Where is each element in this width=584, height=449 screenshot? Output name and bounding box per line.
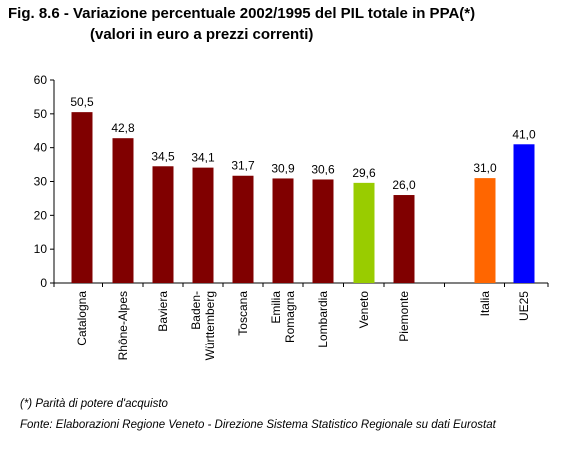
y-tick-label: 40 <box>34 141 48 155</box>
x-tick-label: Baden- <box>189 291 203 330</box>
x-tick-label: Italia <box>478 291 492 317</box>
y-tick-label: 30 <box>34 175 48 189</box>
bar <box>71 112 93 284</box>
x-tick-label: UE25 <box>517 291 531 321</box>
data-label: 26,0 <box>392 178 416 192</box>
x-tick-label: Lombardia <box>316 291 330 348</box>
bar <box>152 166 174 283</box>
bar <box>513 144 535 283</box>
data-label: 29,6 <box>352 166 376 180</box>
x-tick-label: Catalogna <box>75 291 89 346</box>
data-label: 30,6 <box>311 162 335 176</box>
x-tick-label: Romagna <box>283 291 297 343</box>
y-tick-label: 10 <box>34 242 48 256</box>
bar <box>312 179 334 283</box>
y-tick-label: 0 <box>40 276 47 290</box>
bar <box>232 175 254 283</box>
data-label: 34,1 <box>191 151 215 165</box>
data-label: 31,7 <box>231 159 255 173</box>
y-tick-label: 60 <box>34 73 48 87</box>
chart-title: Fig. 8.6 - Variazione percentuale 2002/1… <box>8 5 476 22</box>
x-tick-label: Piemonte <box>397 291 411 342</box>
x-tick-label: Württemberg <box>203 291 217 360</box>
bar <box>272 178 294 283</box>
bar <box>474 178 496 283</box>
data-label: 30,9 <box>271 161 295 175</box>
x-tick-label: Baviera <box>156 291 170 332</box>
data-label: 50,5 <box>70 95 94 109</box>
data-label: 41,0 <box>512 127 536 141</box>
bar <box>393 195 415 283</box>
x-tick-label: Toscana <box>236 291 250 336</box>
footnote: (*) Parità di potere d'acquisto <box>20 398 168 410</box>
source-note: Fonte: Elaborazioni Regione Veneto - Dir… <box>20 419 496 431</box>
x-tick-label: Emilia <box>269 291 283 324</box>
bar <box>192 167 214 283</box>
x-tick-label: Veneto <box>357 291 371 329</box>
x-tick-label: Rhône-Alpes <box>116 291 130 360</box>
chart-subtitle: (valori in euro a prezzi correnti) <box>90 26 314 43</box>
data-label: 34,5 <box>151 149 175 163</box>
bar <box>112 138 134 283</box>
bar <box>353 182 375 283</box>
y-tick-label: 20 <box>34 208 48 222</box>
data-label: 31,0 <box>473 161 497 175</box>
y-tick-label: 50 <box>34 107 48 121</box>
data-label: 42,8 <box>111 121 135 135</box>
